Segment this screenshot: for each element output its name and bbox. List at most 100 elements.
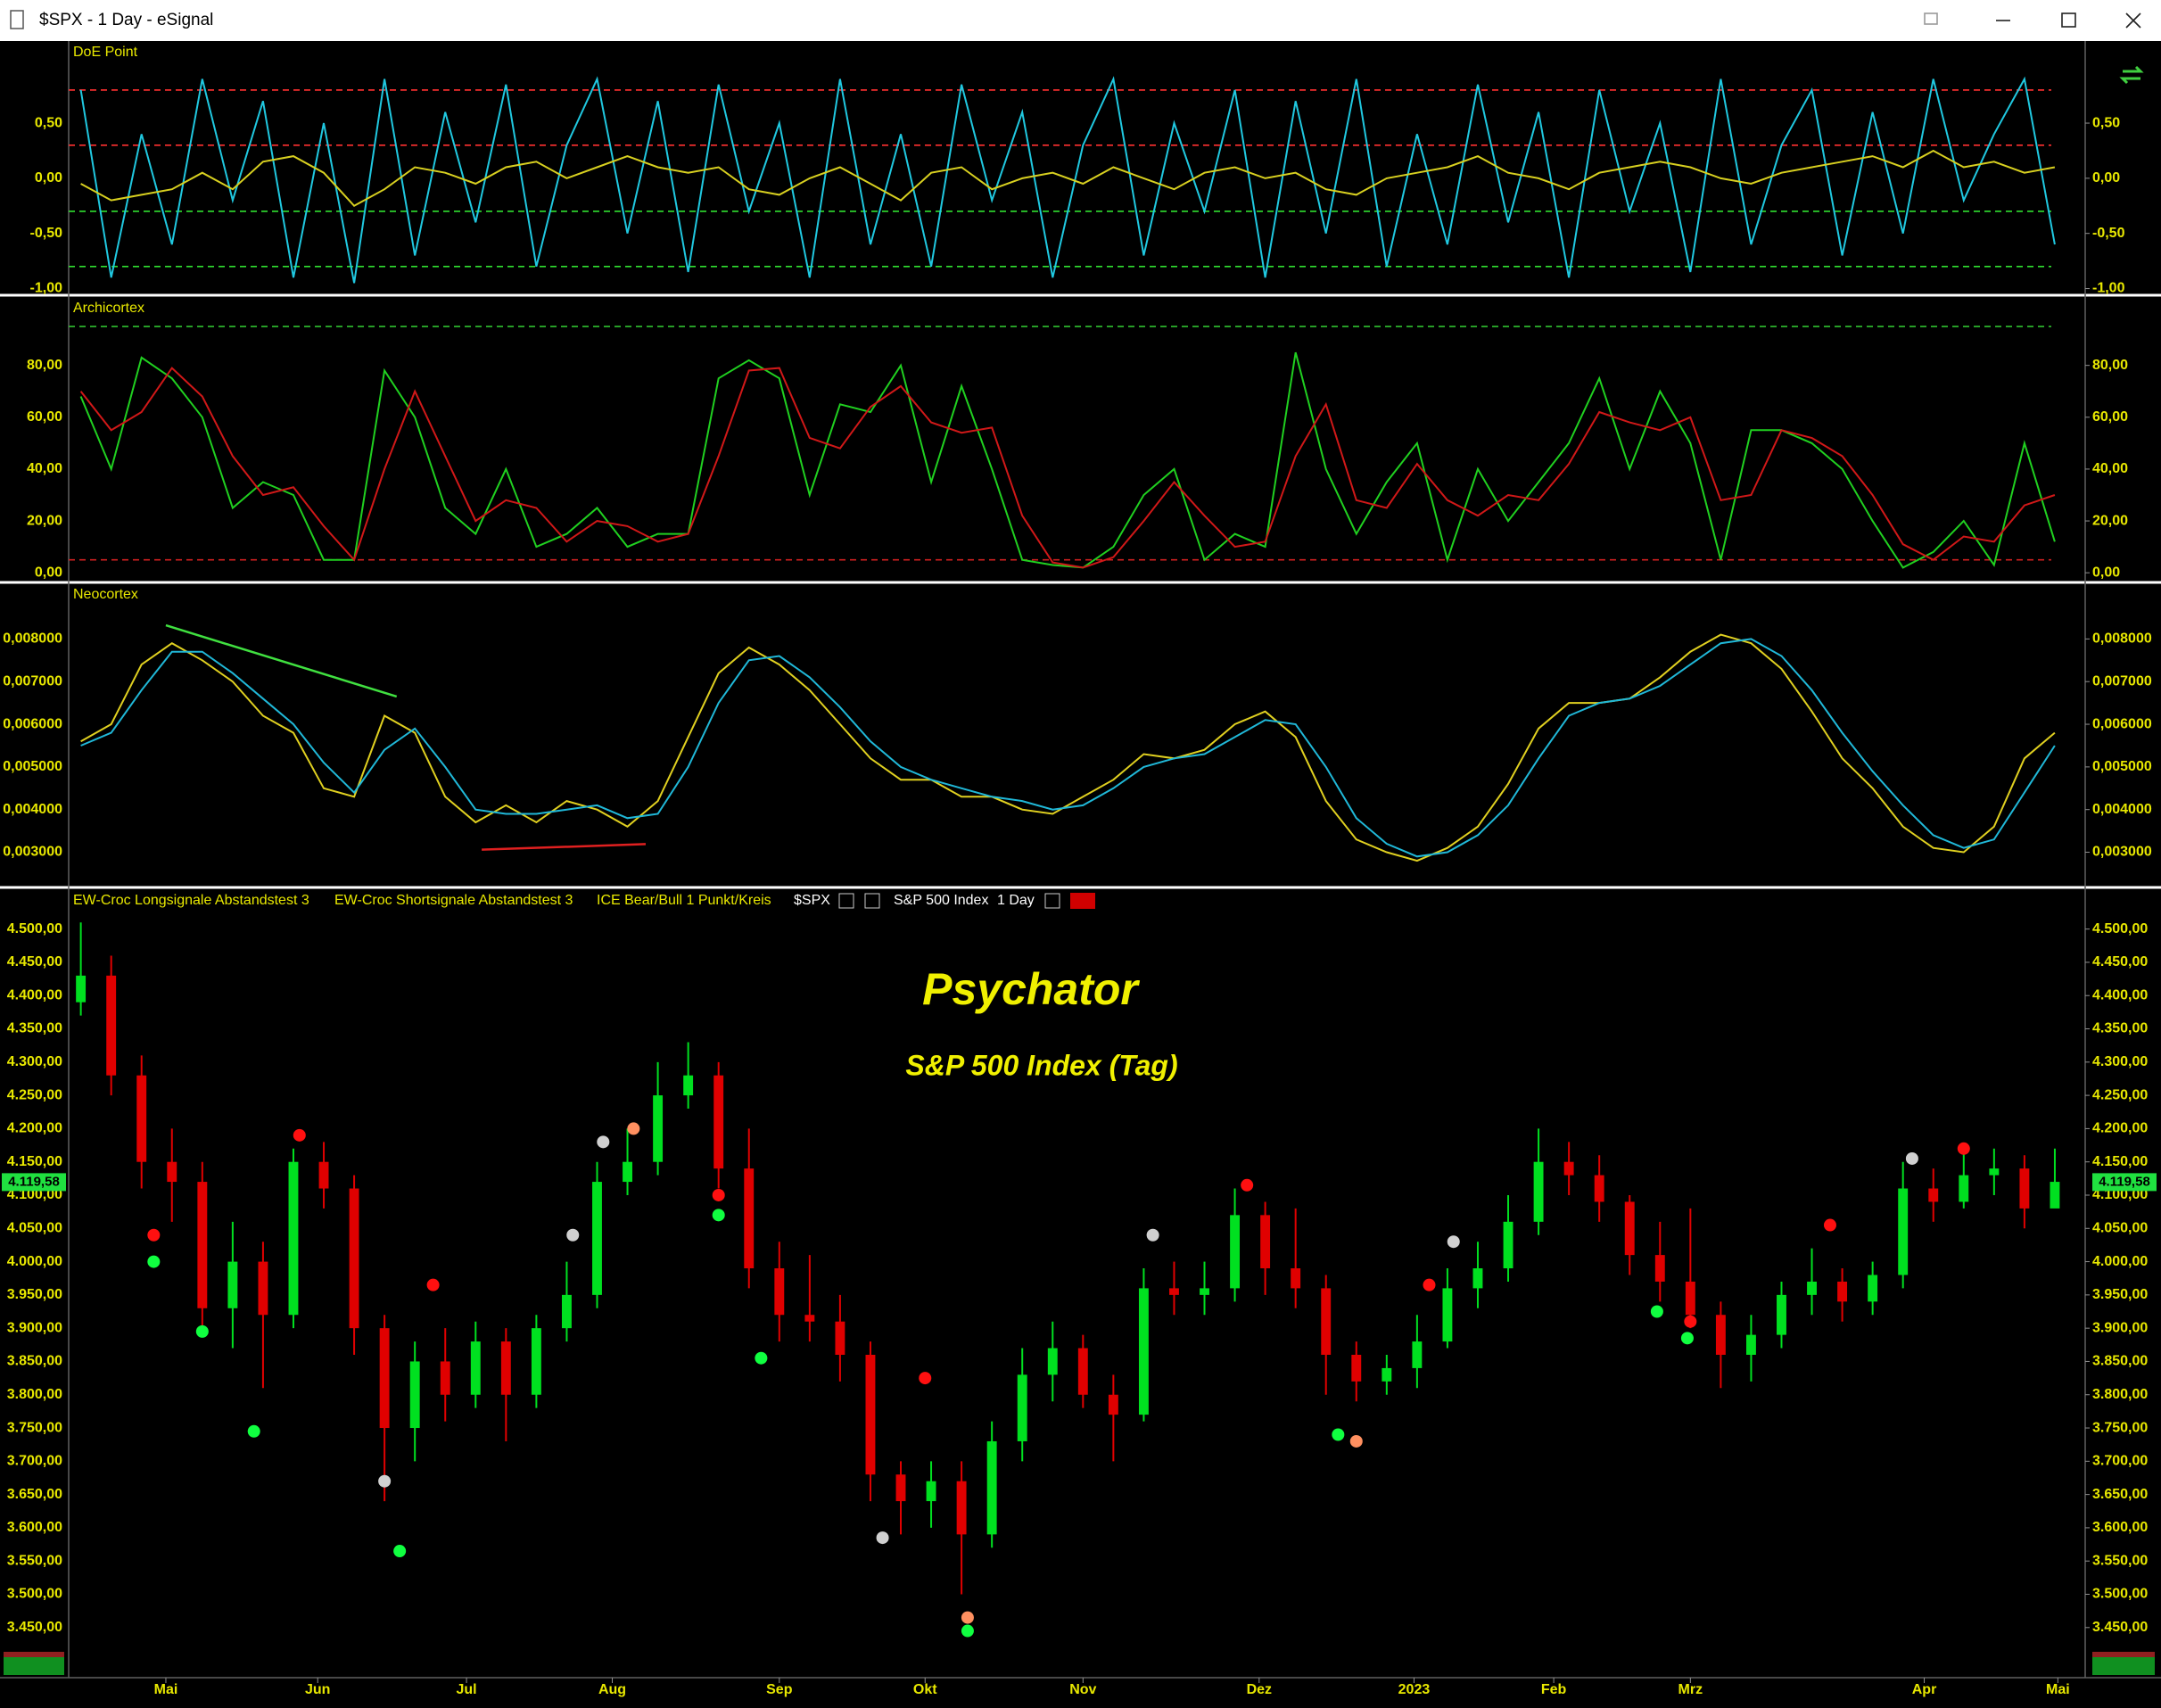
signal-dot <box>1957 1142 1970 1155</box>
y-tick-label: 0,004000 <box>3 802 62 817</box>
candle-body <box>1291 1268 1301 1289</box>
y-tick-label: 4.500,00 <box>2092 921 2148 937</box>
y-tick-label: 3.550,00 <box>2092 1553 2148 1568</box>
y-tick-label: 3.650,00 <box>2092 1487 2148 1502</box>
y-tick-label: 3.500,00 <box>2092 1587 2148 1602</box>
x-tick-label: Sep <box>766 1682 793 1697</box>
y-tick-label: 3.950,00 <box>2092 1287 2148 1302</box>
y-tick-label: 0,00 <box>35 565 62 580</box>
axis-frames <box>0 41 2161 1679</box>
y-tick-label: 3.550,00 <box>7 1553 62 1568</box>
candle-body <box>1715 1315 1726 1355</box>
candle-body <box>653 1095 664 1162</box>
x-tick-label: Apr <box>1912 1682 1937 1697</box>
restore-button[interactable] <box>1924 12 1938 25</box>
candle-body <box>1898 1188 1909 1275</box>
chart-title: Psychator <box>922 964 1140 1014</box>
signal-dot <box>293 1128 306 1142</box>
signal-dot <box>919 1372 932 1385</box>
interval-label: 1 Day <box>997 893 1035 908</box>
y-tick-label: 0,003000 <box>3 845 62 860</box>
x-tick-label: Jul <box>457 1682 477 1697</box>
trend-line <box>165 623 398 698</box>
y-tick-label: 0,50 <box>2092 115 2120 130</box>
candle-body <box>1017 1374 1027 1441</box>
y-tick-label: 4.200,00 <box>7 1121 62 1136</box>
last-price-box <box>2092 1173 2157 1192</box>
candle-body <box>136 1075 147 1162</box>
x-tick-label: Aug <box>598 1682 626 1697</box>
y-tick-label: 0,00 <box>35 170 62 186</box>
candle-body <box>2050 1182 2060 1209</box>
signal-dot <box>1905 1151 1918 1165</box>
y-tick-label: 3.850,00 <box>7 1354 62 1369</box>
candle-body <box>2019 1168 2030 1209</box>
last-price-label: 4.119,58 <box>2099 1174 2150 1189</box>
y-tick-label: 60,00 <box>2092 409 2128 425</box>
corner-box <box>4 1657 64 1675</box>
candle-body <box>1685 1281 1695 1316</box>
panel-title: Neocortex <box>73 587 138 602</box>
y-tick-label: 40,00 <box>27 461 62 476</box>
y-tick-label: 3.500,00 <box>7 1587 62 1602</box>
candle-body <box>288 1161 299 1316</box>
candle-body <box>1777 1294 1786 1335</box>
signal-dot <box>1332 1428 1345 1441</box>
signal-dot <box>1680 1332 1694 1345</box>
panel-icon[interactable] <box>2119 65 2144 85</box>
y-tick-label: 0,008000 <box>3 631 62 647</box>
interval-dropdown[interactable] <box>864 893 880 909</box>
candle-body <box>1047 1348 1058 1375</box>
x-tick-label: Okt <box>913 1682 937 1697</box>
signal-dot <box>627 1122 640 1135</box>
signal-dot <box>247 1424 260 1438</box>
y-tick-label: 4.350,00 <box>7 1021 62 1036</box>
signal-dot <box>1241 1178 1254 1192</box>
signal-dot <box>195 1324 209 1338</box>
y-tick-label: 0,003000 <box>2092 845 2152 860</box>
y-tick-label: 3.950,00 <box>7 1287 62 1302</box>
y-tick-label: 0,00 <box>2092 565 2120 580</box>
signal-dot <box>393 1545 407 1558</box>
plot <box>69 326 2056 569</box>
x-tick-label: Mai <box>2046 1682 2070 1697</box>
candle-body <box>986 1440 997 1535</box>
trend-line <box>482 843 647 851</box>
y-tick-label: -0,50 <box>30 226 63 241</box>
options-dropdown[interactable] <box>1044 893 1060 909</box>
legend-entry: ICE Bear/Bull 1 Punkt/Kreis <box>597 893 771 908</box>
candle-body <box>1472 1268 1483 1289</box>
candle-body <box>926 1481 936 1502</box>
y-tick-label: 4.050,00 <box>7 1220 62 1235</box>
window-controls[interactable] <box>1924 12 2141 29</box>
name-label: S&P 500 Index <box>894 893 988 908</box>
plot <box>69 76 2056 284</box>
y-tick-label: 4.400,00 <box>7 987 62 1003</box>
y-tick-label: 4.300,00 <box>7 1054 62 1069</box>
signal-dot <box>378 1474 392 1488</box>
panel-title: Archicortex <box>73 301 144 316</box>
signal-dot <box>1823 1218 1836 1232</box>
close-button[interactable] <box>2125 12 2141 29</box>
y-tick-label: 40,00 <box>2092 461 2128 476</box>
y-tick-label: 4.350,00 <box>2092 1021 2148 1036</box>
candle-body <box>258 1261 268 1316</box>
series-line <box>79 76 2056 284</box>
candle-body <box>1868 1275 1878 1302</box>
close-indicator[interactable] <box>1070 893 1095 909</box>
y-tick-label: 4.200,00 <box>2092 1121 2148 1136</box>
maximize-button[interactable] <box>2061 12 2076 28</box>
x-tick-label: Nov <box>1069 1682 1096 1697</box>
candle-body <box>1959 1175 1969 1202</box>
x-tick-label: Dez <box>1247 1682 1272 1697</box>
y-tick-label: 0,006000 <box>3 716 62 731</box>
candle-body <box>1442 1288 1453 1342</box>
y-tick-label: 4.250,00 <box>2092 1087 2148 1102</box>
symbol-dropdown[interactable] <box>838 893 854 909</box>
candle-body <box>623 1161 632 1183</box>
y-tick-label: 0,007000 <box>2092 673 2152 689</box>
y-tick-label: 80,00 <box>2092 358 2128 373</box>
y-tick-label: 80,00 <box>27 358 62 373</box>
x-tick-label: Feb <box>1541 1682 1567 1697</box>
